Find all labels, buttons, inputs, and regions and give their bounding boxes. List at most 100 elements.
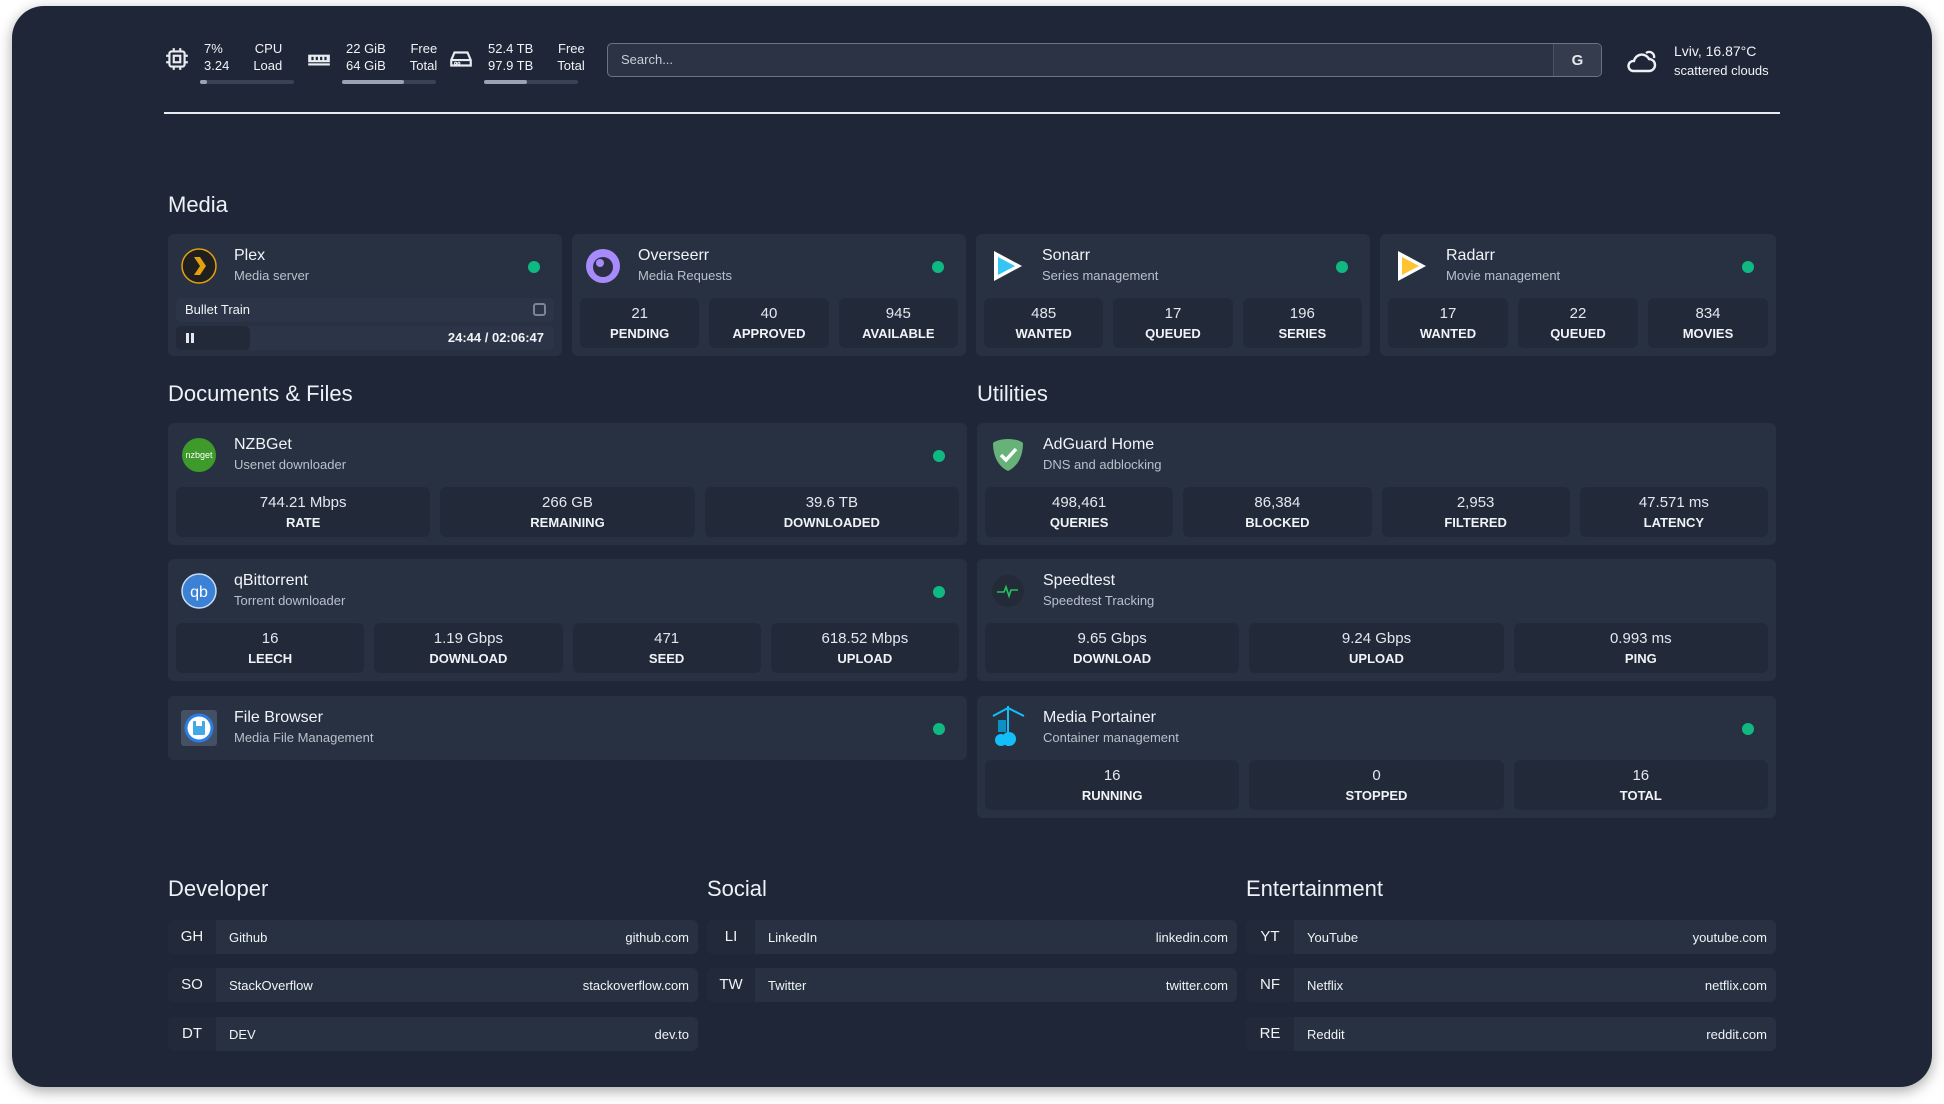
stat-value: 471 xyxy=(654,630,680,647)
cpu-bar xyxy=(200,80,294,84)
stat-value: 1.19 Gbps xyxy=(433,630,503,647)
adguard-shield-icon xyxy=(993,439,1023,471)
google-search-button[interactable]: G xyxy=(1553,44,1601,76)
bookmark-stackoverflow[interactable]: SO StackOverflow stackoverflow.com xyxy=(168,968,698,1002)
stat-download: 9.65 Gbps DOWNLOAD xyxy=(985,623,1240,673)
bookmark-url: youtube.com xyxy=(1692,929,1767,945)
stat-series: 196 SERIES xyxy=(1242,298,1362,348)
bookmark-url: twitter.com xyxy=(1165,977,1228,993)
pause-icon[interactable] xyxy=(186,333,194,343)
memory-total: 64 GiB xyxy=(346,58,386,73)
bookmark-abbr: TW xyxy=(707,968,755,1002)
bookmark-twitter[interactable]: TW Twitter twitter.com xyxy=(707,968,1237,1002)
service-card-file-browser[interactable]: File Browser Media File Management xyxy=(168,696,967,760)
service-description: Series management xyxy=(1042,268,1159,283)
bookmark-name: StackOverflow xyxy=(229,977,313,993)
search-placeholder: Search... xyxy=(621,52,674,67)
cpu-percent: 7% xyxy=(204,41,223,56)
free-label: Free xyxy=(410,41,438,56)
stat-movies: 834 MOVIES xyxy=(1648,298,1768,348)
bookmark-url: dev.to xyxy=(654,1026,689,1042)
stat-label: RATE xyxy=(285,515,321,530)
stat-value: 9.24 Gbps xyxy=(1341,630,1412,647)
cpu-widget: 7% CPU 3.24 Load xyxy=(164,40,294,84)
stat-label: STOPPED xyxy=(1345,788,1408,803)
stat-value: 21 xyxy=(631,305,648,322)
service-card-adguard[interactable]: AdGuard Home DNS and adblocking 498,461 Q… xyxy=(977,423,1776,545)
status-dot xyxy=(1336,261,1348,273)
bookmark-body[interactable]: YouTube youtube.com xyxy=(1294,920,1776,954)
memory-bar xyxy=(342,80,436,84)
stat-available: 945 AVAILABLE xyxy=(838,298,958,348)
service-name: NZBGet xyxy=(234,436,292,453)
bookmark-url: reddit.com xyxy=(1706,1026,1767,1042)
stat-value: 40 xyxy=(760,305,778,322)
stat-value: 9.65 Gbps xyxy=(1077,630,1147,647)
stat-value: 744.21 Mbps xyxy=(259,494,347,511)
disk-icon xyxy=(450,51,472,67)
bookmark-name: Reddit xyxy=(1307,1026,1345,1042)
stat-label: PENDING xyxy=(610,326,670,341)
service-description: Usenet downloader xyxy=(234,457,347,472)
service-name: Plex xyxy=(234,247,266,264)
stat-label: PING xyxy=(1624,651,1657,666)
stat-label: LEECH xyxy=(248,651,293,666)
stat-label: DOWNLOADED xyxy=(783,515,880,530)
bookmark-linkedin[interactable]: LI LinkedIn linkedin.com xyxy=(707,920,1237,954)
service-card-nzbget[interactable]: nzbget NZBGet Usenet downloader 744.21 M… xyxy=(168,423,967,545)
bookmark-reddit[interactable]: RE Reddit reddit.com xyxy=(1246,1017,1776,1051)
bookmark-name: DEV xyxy=(229,1026,256,1042)
stat-label: LATENCY xyxy=(1643,515,1705,530)
stat-label: REMAINING xyxy=(530,515,605,530)
service-name: AdGuard Home xyxy=(1043,436,1155,453)
bookmark-abbr: LI xyxy=(707,920,755,954)
bookmark-netflix[interactable]: NF Netflix netflix.com xyxy=(1246,968,1776,1002)
free-label: Free xyxy=(558,41,585,56)
overseerr-logo-icon xyxy=(586,249,620,283)
bookmark-body[interactable]: LinkedIn linkedin.com xyxy=(755,920,1237,954)
service-card-plex[interactable]: Plex Media server Bullet Train 24:44 / 0… xyxy=(168,234,562,356)
service-card-radarr[interactable]: Radarr Movie management 17 WANTED 22 QUEUE… xyxy=(1380,234,1776,356)
cloud-icon xyxy=(1627,50,1657,73)
top-bar: 7% CPU 3.24 Load 22 GiB Free 64 GiB Total 52.4… xyxy=(164,36,1780,86)
stat-value: 86,384 xyxy=(1254,494,1301,511)
service-name: Overseerr xyxy=(638,247,710,264)
weather-location: Lviv, 16.87°C xyxy=(1674,43,1757,59)
disk-free: 52.4 TB xyxy=(488,41,534,56)
bookmark-youtube[interactable]: YT YouTube youtube.com xyxy=(1246,920,1776,954)
bookmark-body[interactable]: Github github.com xyxy=(216,920,698,954)
service-card-qbittorrent[interactable]: qb qBittorrent Torrent downloader 16 LEEC… xyxy=(168,559,967,681)
cpu-load: 3.24 xyxy=(204,58,230,73)
stat-wanted: 485 WANTED xyxy=(984,298,1104,348)
playback-time: 24:44 / 02:06:47 xyxy=(447,330,544,345)
stat-value: 16 xyxy=(261,630,279,647)
stat-latency: 47.571 ms LATENCY xyxy=(1579,487,1768,537)
stat-value: 196 xyxy=(1289,305,1315,322)
bookmark-name: Twitter xyxy=(768,977,807,993)
service-card-speedtest[interactable]: Speedtest Speedtest Tracking 9.65 Gbps DO… xyxy=(977,559,1776,681)
stat-value: 16 xyxy=(1103,767,1121,784)
stat-value: 17 xyxy=(1164,305,1182,322)
bookmark-dev[interactable]: DT DEV dev.to xyxy=(168,1017,698,1051)
bookmark-body[interactable]: Twitter twitter.com xyxy=(755,968,1237,1002)
bookmark-body[interactable]: DEV dev.to xyxy=(216,1017,698,1051)
bookmark-url: netflix.com xyxy=(1704,977,1767,993)
stat-label: QUEUED xyxy=(1145,326,1201,341)
stat-approved: 40 APPROVED xyxy=(709,298,829,348)
service-card-sonarr[interactable]: Sonarr Series management 485 WANTED 17 QUE… xyxy=(976,234,1370,356)
service-card-portainer[interactable]: Media Portainer Container management 16 R… xyxy=(977,696,1776,818)
stat-download: 1.19 Gbps DOWNLOAD xyxy=(374,623,563,673)
service-card-overseerr[interactable]: Overseerr Media Requests 21 PENDING 40 APP… xyxy=(572,234,966,356)
bookmark-body[interactable]: Netflix netflix.com xyxy=(1294,968,1776,1002)
total-label: Total xyxy=(409,58,438,73)
bookmark-github[interactable]: GH Github github.com xyxy=(168,920,698,954)
stat-label: BLOCKED xyxy=(1245,515,1310,530)
bookmark-body[interactable]: Reddit reddit.com xyxy=(1294,1017,1776,1051)
playback-progress: 24:44 / 02:06:47 xyxy=(176,326,554,350)
section-title-documents: Documents & Files xyxy=(168,381,353,406)
bookmark-body[interactable]: StackOverflow stackoverflow.com xyxy=(216,968,698,1002)
bookmark-name: YouTube xyxy=(1307,929,1359,945)
now-playing: Bullet Train xyxy=(176,298,554,322)
now-playing-title: Bullet Train xyxy=(185,302,251,317)
search-input[interactable]: Search... G xyxy=(607,43,1602,77)
